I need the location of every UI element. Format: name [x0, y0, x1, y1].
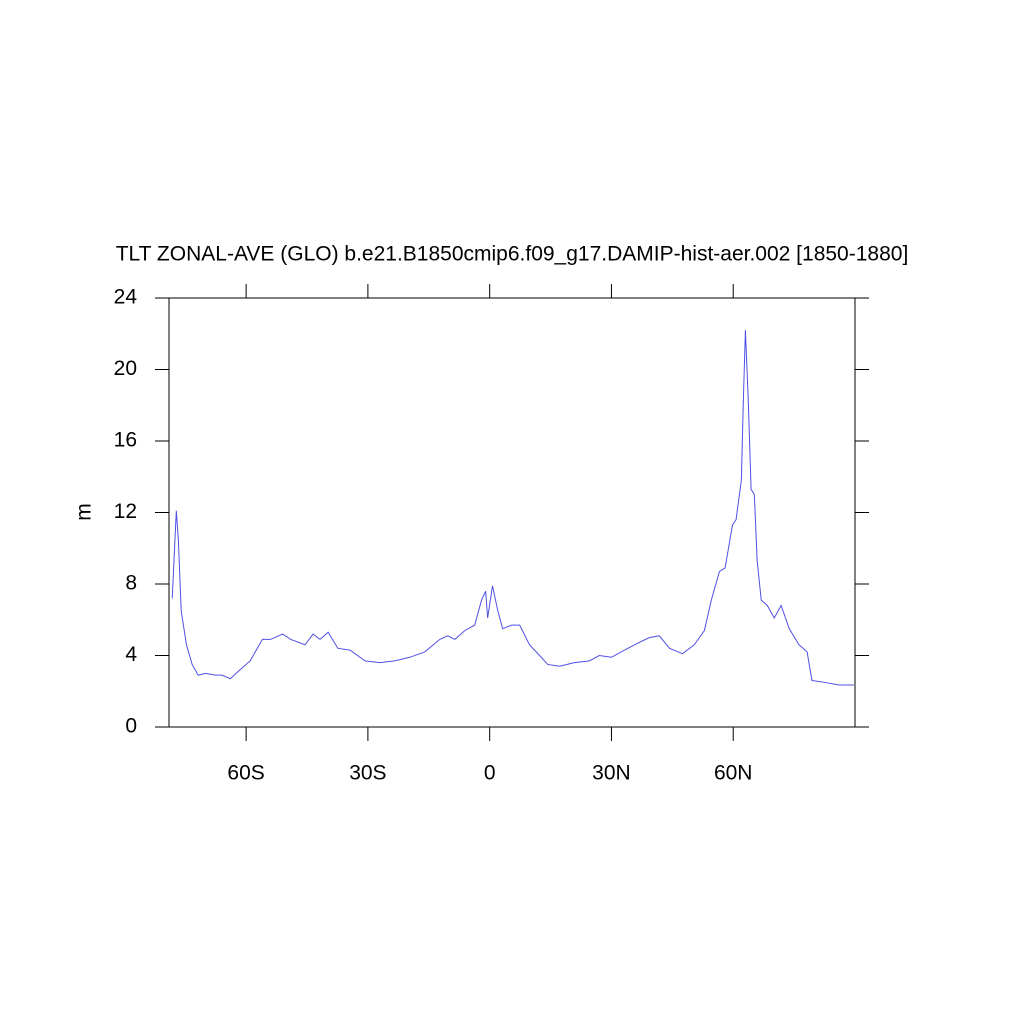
- y-tick-label: 24: [114, 286, 138, 309]
- x-tick-label: 30S: [349, 762, 386, 785]
- x-tick-label: 30N: [592, 762, 631, 785]
- chart-title: TLT ZONAL-AVE (GLO) b.e21.B1850cmip6.f09…: [116, 243, 909, 266]
- x-tick-label: 60S: [227, 762, 264, 785]
- y-tick-label: 20: [114, 357, 137, 380]
- x-tick-label: 0: [484, 762, 496, 785]
- y-tick-label: 12: [114, 500, 137, 523]
- y-tick-label: 0: [125, 715, 137, 738]
- y-tick-label: 4: [125, 643, 137, 666]
- y-tick-label: 16: [114, 429, 137, 452]
- y-tick-label: 8: [125, 572, 137, 595]
- x-tick-label: 60N: [714, 762, 753, 785]
- data-line: [171, 330, 854, 686]
- y-axis-label: m: [73, 503, 96, 521]
